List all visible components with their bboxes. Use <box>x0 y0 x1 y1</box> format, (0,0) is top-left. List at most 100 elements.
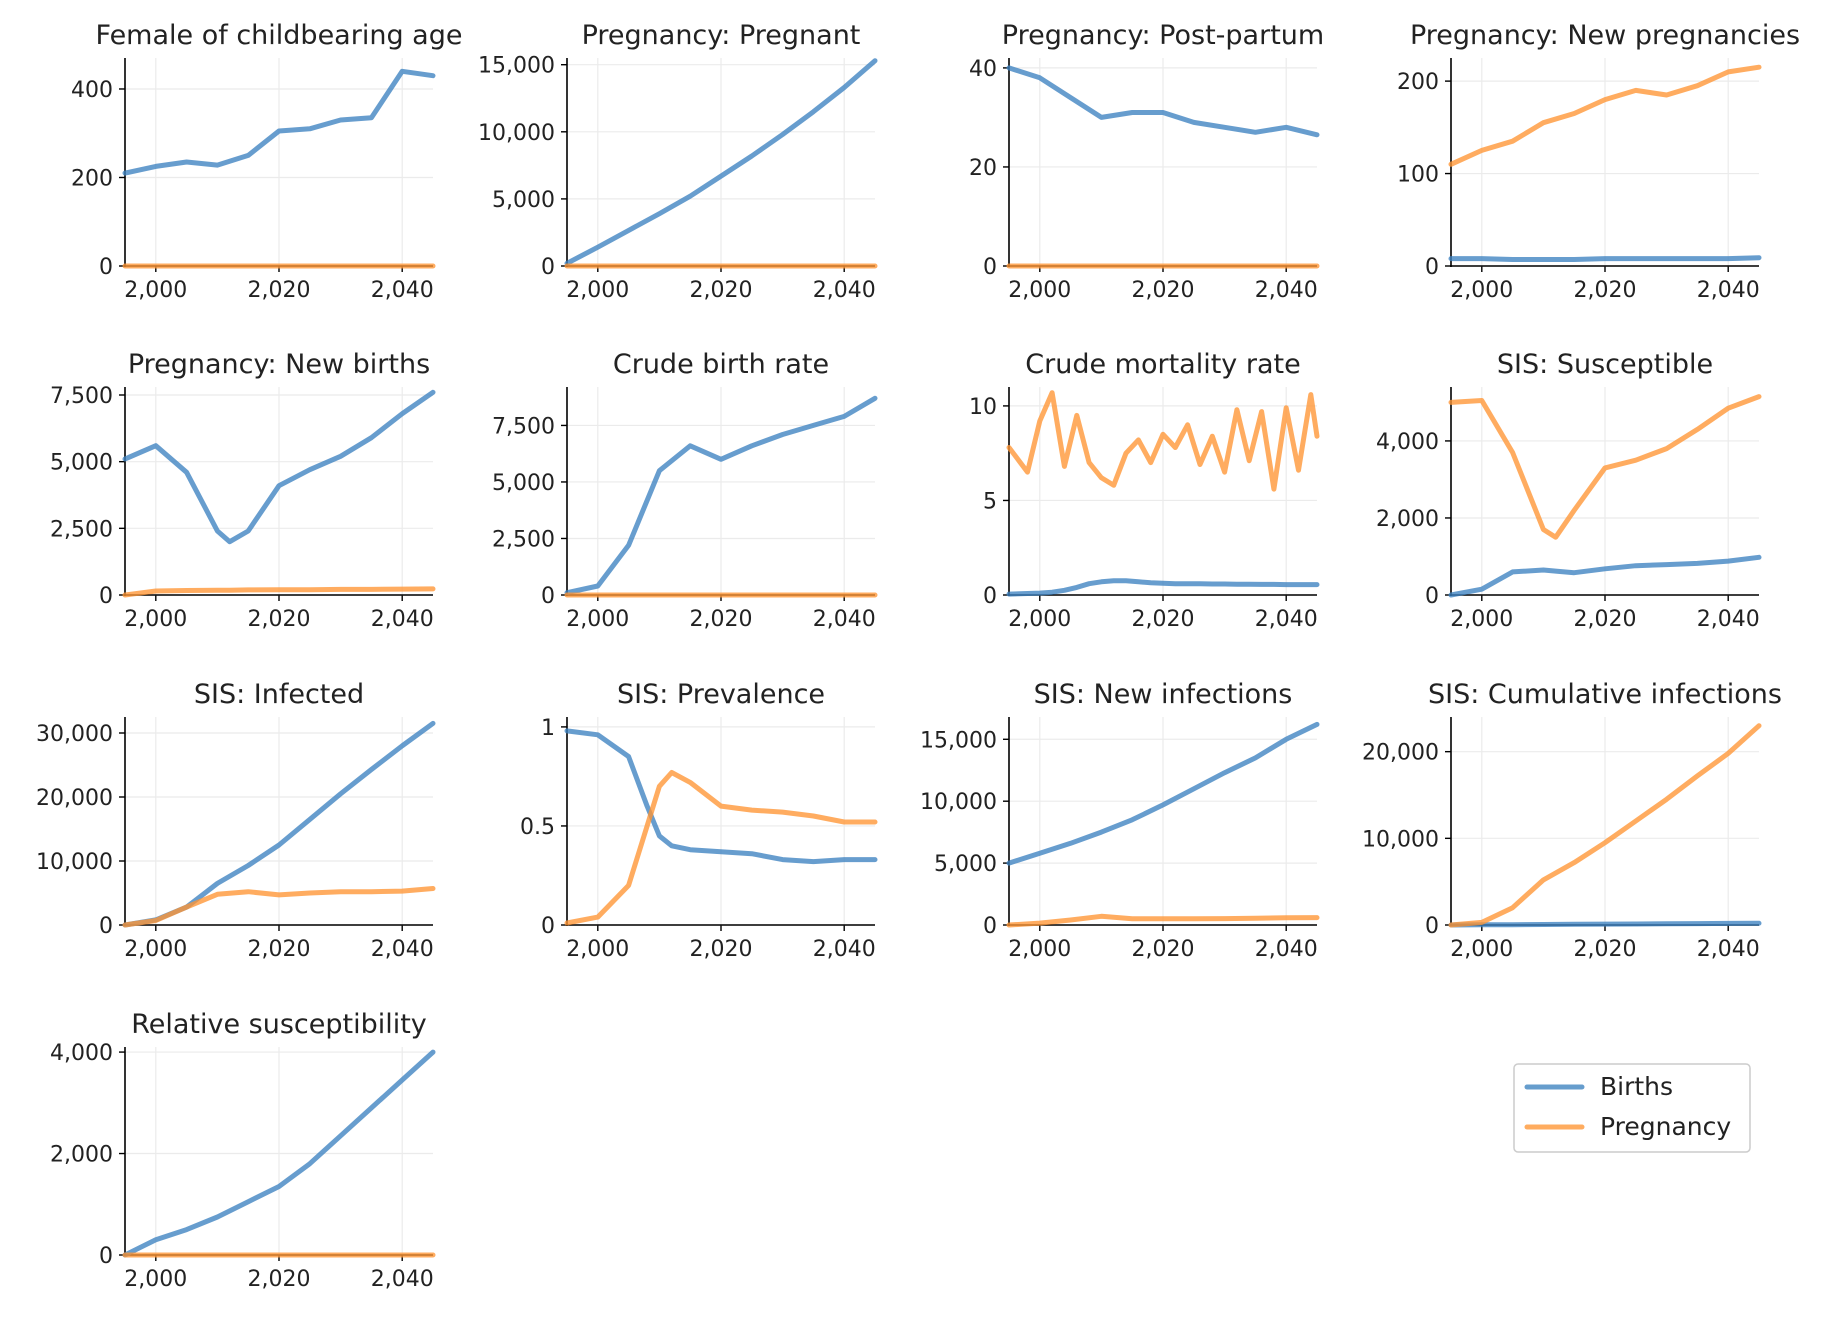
panel-title: Pregnancy: Post-partum <box>1002 20 1324 51</box>
x-tick-label: 2,000 <box>124 607 187 632</box>
panel-title: SIS: Prevalence <box>617 679 825 710</box>
series-line-births <box>564 58 878 266</box>
legend-label-pregnancy: Pregnancy <box>1600 1112 1731 1141</box>
series-line-births <box>1448 255 1762 262</box>
y-tick-label: 400 <box>71 78 113 103</box>
panel-title: SIS: Cumulative infections <box>1428 679 1782 710</box>
y-tick-label: 40 <box>969 57 997 82</box>
y-tick-label: 0 <box>983 914 997 939</box>
y-tick-label: 2,500 <box>492 527 555 552</box>
panel-title: SIS: Infected <box>194 679 364 710</box>
panel-title: Crude birth rate <box>613 349 829 380</box>
x-tick-label: 2,040 <box>813 937 876 962</box>
y-tick-label: 20,000 <box>1362 741 1439 766</box>
y-tick-label: 200 <box>71 166 113 191</box>
chart-panel: SIS: Infected 2,000 2,020 2,040 0 10,000 20,00… <box>36 679 436 962</box>
series-line-births <box>564 395 878 596</box>
y-tick-label: 0 <box>1425 914 1439 939</box>
panel-title: Pregnancy: Pregnant <box>582 20 861 51</box>
y-tick-label: 10,000 <box>1362 827 1439 852</box>
x-tick-label: 2,020 <box>1132 937 1195 962</box>
series-line-pregnancy <box>1448 394 1762 540</box>
chart-panels: Female of childbearing age 2,000 2,020 2,04… <box>36 20 1800 1292</box>
x-tick-label: 2,000 <box>124 1267 187 1292</box>
x-tick-label: 2,040 <box>1697 937 1760 962</box>
x-tick-label: 2,040 <box>1255 607 1318 632</box>
x-tick-label: 2,040 <box>1255 278 1318 303</box>
y-tick-label: 200 <box>1397 70 1439 95</box>
x-tick-label: 2,020 <box>248 607 311 632</box>
series-line-pregnancy <box>122 886 436 928</box>
y-tick-label: 5,000 <box>50 451 113 476</box>
y-tick-label: 5,000 <box>934 852 997 877</box>
y-tick-label: 30,000 <box>36 722 113 747</box>
y-tick-label: 0 <box>541 914 555 939</box>
x-tick-label: 2,020 <box>1574 937 1637 962</box>
x-tick-label: 2,000 <box>1008 607 1071 632</box>
panel-title: Pregnancy: New births <box>128 349 430 380</box>
x-tick-label: 2,020 <box>248 937 311 962</box>
y-tick-label: 15,000 <box>478 54 555 79</box>
chart-panel: Pregnancy: New pregnancies 2,000 2,020 2,04… <box>1397 20 1800 303</box>
x-tick-label: 2,000 <box>1450 278 1513 303</box>
y-tick-label: 10,000 <box>478 121 555 146</box>
x-tick-label: 2,040 <box>371 607 434 632</box>
x-tick-label: 2,020 <box>1574 278 1637 303</box>
x-tick-label: 2,040 <box>813 607 876 632</box>
x-tick-label: 2,000 <box>1008 278 1071 303</box>
chart-panel: SIS: Cumulative infections 2,000 2,020 2,04… <box>1362 679 1782 962</box>
y-tick-label: 20 <box>969 156 997 181</box>
y-tick-label: 20,000 <box>36 786 113 811</box>
y-tick-label: 1 <box>541 716 555 741</box>
panel-title: Female of childbearing age <box>96 20 463 51</box>
series-line-births <box>122 1049 436 1258</box>
x-tick-label: 2,020 <box>248 1267 311 1292</box>
x-tick-label: 2,000 <box>1450 937 1513 962</box>
x-tick-label: 2,000 <box>124 937 187 962</box>
x-tick-label: 2,040 <box>371 1267 434 1292</box>
panel-title: Pregnancy: New pregnancies <box>1410 20 1800 51</box>
y-tick-label: 100 <box>1397 163 1439 188</box>
series-line-births <box>122 389 436 545</box>
x-tick-label: 2,020 <box>690 937 753 962</box>
x-tick-label: 2,020 <box>690 278 753 303</box>
chart-panel: Female of childbearing age 2,000 2,020 2,04… <box>71 20 462 303</box>
y-tick-label: 0 <box>99 584 113 609</box>
y-tick-label: 0.5 <box>520 815 555 840</box>
series-line-pregnancy <box>1448 723 1762 928</box>
legend-label-births: Births <box>1600 1072 1673 1101</box>
y-tick-label: 10 <box>969 395 997 420</box>
y-tick-label: 2,000 <box>1376 507 1439 532</box>
series-line-births <box>122 68 436 176</box>
x-tick-label: 2,020 <box>1574 607 1637 632</box>
chart-panel: Crude birth rate 2,000 2,020 2,040 0 2,500 5,0… <box>492 349 878 632</box>
x-tick-label: 2,040 <box>371 278 434 303</box>
series-line-births <box>1448 920 1762 928</box>
series-line-births <box>1448 554 1762 598</box>
x-tick-label: 2,040 <box>1697 278 1760 303</box>
x-tick-label: 2,000 <box>1008 937 1071 962</box>
x-tick-label: 2,020 <box>690 607 753 632</box>
x-tick-label: 2,000 <box>566 278 629 303</box>
y-tick-label: 0 <box>983 255 997 280</box>
x-tick-label: 2,000 <box>124 278 187 303</box>
y-tick-label: 0 <box>1425 584 1439 609</box>
series-line-births <box>564 728 878 865</box>
y-tick-label: 2,000 <box>50 1143 113 1168</box>
y-tick-label: 0 <box>541 584 555 609</box>
y-tick-label: 4,000 <box>1376 430 1439 455</box>
y-tick-label: 7,500 <box>492 414 555 439</box>
chart-panel: Pregnancy: New births 2,000 2,020 2,040 0 2,5… <box>50 349 436 632</box>
x-tick-label: 2,040 <box>813 278 876 303</box>
x-tick-label: 2,000 <box>1450 607 1513 632</box>
y-tick-label: 0 <box>99 255 113 280</box>
series-line-pregnancy <box>122 586 436 598</box>
series-line-pregnancy <box>1006 913 1320 928</box>
y-tick-label: 10,000 <box>36 850 113 875</box>
x-tick-label: 2,020 <box>1132 278 1195 303</box>
y-tick-label: 0 <box>99 1244 113 1269</box>
chart-panel: Pregnancy: Pregnant 2,000 2,020 2,040 0 5,000… <box>478 20 878 303</box>
y-tick-label: 5,000 <box>492 471 555 496</box>
